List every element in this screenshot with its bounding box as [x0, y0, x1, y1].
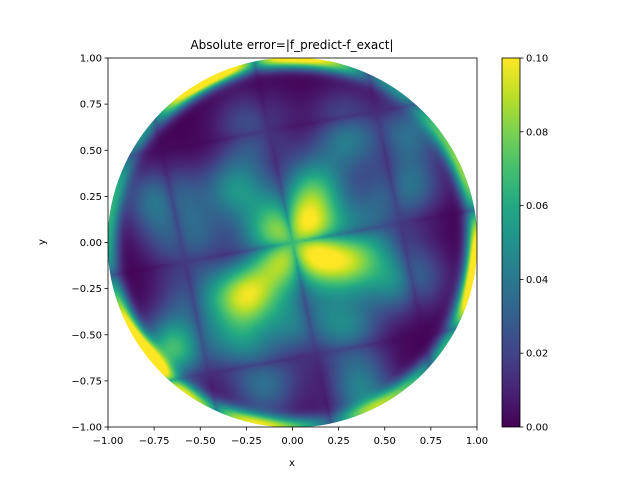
x-axis-label: x — [289, 458, 295, 469]
tick-label: −0.25 — [231, 436, 262, 447]
x-axis-ticks: −1.00 −0.75 −0.50 −0.25 0.00 0.25 0.50 0.75 1.00 — [93, 427, 488, 447]
tick-label: −0.25 — [71, 284, 102, 295]
tick-label: 0.00 — [80, 238, 102, 249]
tick-label: −0.50 — [71, 330, 102, 341]
tick-label: 0.25 — [327, 436, 349, 447]
tick-label: 0.75 — [80, 100, 102, 111]
tick-label: 1.00 — [466, 436, 488, 447]
tick-label: 0.02 — [526, 349, 548, 360]
y-axis-label: y — [37, 239, 48, 245]
error-heatmap — [108, 58, 477, 427]
tick-label: 0.10 — [526, 54, 548, 65]
tick-label: 1.00 — [80, 54, 102, 65]
colorbar: 0.00 0.02 0.04 0.06 0.08 0.10 — [501, 54, 548, 434]
tick-label: 0.04 — [526, 275, 548, 286]
tick-label: −1.00 — [93, 436, 124, 447]
tick-label: −0.75 — [139, 436, 170, 447]
tick-label: 0.75 — [420, 436, 442, 447]
plot-area — [107, 57, 478, 428]
tick-label: 0.25 — [80, 192, 102, 203]
tick-label: 0.06 — [526, 201, 548, 212]
tick-label: 0.50 — [374, 436, 396, 447]
tick-label: −0.50 — [185, 436, 216, 447]
tick-label: 0.00 — [281, 436, 303, 447]
tick-label: 0.08 — [526, 127, 548, 138]
tick-label: 0.50 — [80, 146, 102, 157]
colorbar-frame — [501, 57, 521, 428]
colorbar-ticks: 0.00 0.02 0.04 0.06 0.08 0.10 — [520, 54, 548, 434]
y-axis-ticks: −1.00 −0.75 −0.50 −0.25 0.00 0.25 0.50 0.75 1.00 — [71, 54, 108, 434]
tick-label: −0.75 — [71, 376, 102, 387]
colorbar-gradient — [502, 58, 520, 427]
tick-label: 0.00 — [526, 423, 548, 434]
chart-title: Absolute error=|f_predict-f_exact| — [190, 38, 393, 52]
tick-label: −1.00 — [71, 423, 102, 434]
